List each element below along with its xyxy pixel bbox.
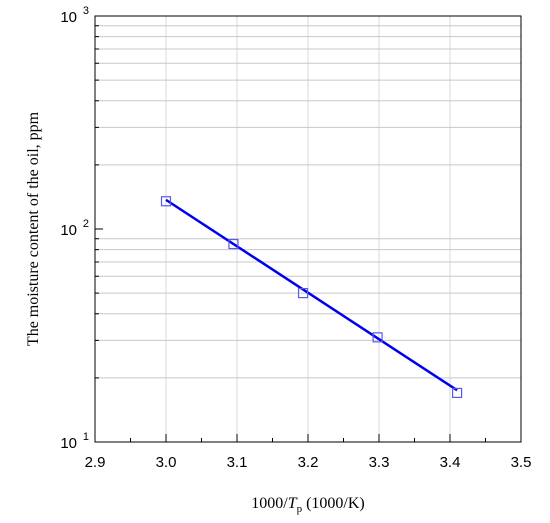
fit-line: [165, 198, 458, 392]
x-tick-label: 3.5: [511, 454, 532, 471]
x-axis-title-var: T: [288, 495, 298, 512]
x-axis-title-suffix: (1000/K): [302, 495, 365, 512]
series: [160, 196, 463, 399]
y-tick-label-exponent: 2: [83, 218, 89, 230]
axis-ticks: [94, 15, 522, 443]
y-tick-label: 10 3: [60, 5, 89, 26]
y-tick-label-base: 10: [60, 9, 77, 26]
y-tick-label-base: 10: [60, 222, 77, 239]
x-axis-title-sub: p: [297, 503, 303, 515]
x-axis-title: 1000/Tp (1000/K): [251, 495, 365, 515]
y-axis-title: The moisture content of the oil, ppm: [25, 111, 42, 346]
y-tick-labels: 10 1 10 2 10 3: [60, 5, 89, 452]
y-tick-label-exponent: 1: [83, 431, 89, 443]
data-point: [297, 288, 309, 299]
x-axis-title-prefix: 1000/: [251, 495, 288, 512]
grid: [95, 16, 521, 442]
data-point: [452, 387, 463, 399]
x-tick-label: 2.9: [85, 454, 106, 471]
data-point: [372, 332, 383, 343]
y-tick-label-exponent: 3: [83, 5, 89, 17]
x-tick-label: 3.4: [440, 454, 461, 471]
x-tick-label: 3.1: [227, 454, 248, 471]
data-point: [160, 196, 172, 207]
x-tick-labels: 2.9 3.0 3.1 3.2 3.3 3.4 3.5: [85, 454, 532, 471]
x-tick-label: 3.2: [298, 454, 319, 471]
y-tick-label: 10 1: [60, 431, 89, 452]
y-tick-label: 10 2: [60, 218, 89, 239]
y-tick-label-base: 10: [60, 435, 77, 452]
data-point: [228, 238, 239, 250]
x-tick-label: 3.0: [156, 454, 177, 471]
x-tick-label: 3.3: [369, 454, 390, 471]
